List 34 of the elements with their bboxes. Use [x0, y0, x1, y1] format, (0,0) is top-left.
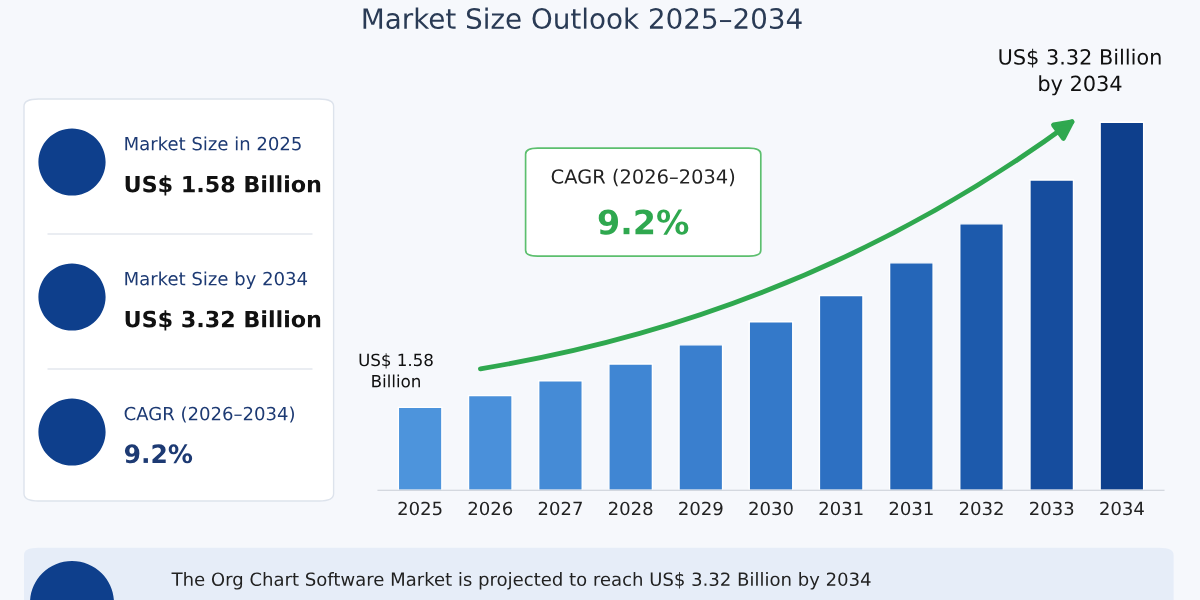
bar	[608, 363, 654, 491]
x-tick-label: 2027	[538, 501, 582, 516]
bar	[538, 380, 583, 491]
x-tick-label: 2031	[889, 501, 933, 516]
annotation: US$ 1.58 Billion	[359, 353, 433, 388]
text: Market Size in 2025	[125, 136, 301, 151]
text: US$ 1.58 Billion	[125, 175, 321, 196]
text: The Org Chart Software Market is projected to reach US$ 3.32 Billion by 2034	[171, 572, 871, 590]
x-tick-label: 2030	[749, 501, 793, 516]
bar	[467, 394, 513, 491]
text: US$ 3.32 Billion by 2034	[999, 48, 1161, 96]
text: 9.2%	[124, 444, 193, 464]
bar	[678, 344, 724, 491]
x-tick-label: 2029	[679, 501, 723, 516]
bar	[959, 223, 1004, 491]
bar	[748, 320, 794, 491]
bar	[818, 294, 864, 491]
bar	[888, 262, 934, 491]
annotation: CAGR (2026–2034)	[551, 168, 735, 187]
bar	[397, 406, 443, 491]
x-tick-label: 2031	[819, 501, 863, 516]
chart-title: Market Size Outlook 2025–2034	[363, 7, 802, 30]
x-tick-label: 2028	[608, 501, 653, 516]
text: US$ 3.32 Billion	[125, 310, 321, 331]
text: CAGR (2026–2034)	[124, 406, 294, 423]
annotation: 9.2%	[598, 209, 689, 235]
x-tick-label: 2033	[1030, 501, 1074, 516]
x-tick-label: 2032	[959, 501, 1003, 516]
x-tick-label: 2025	[398, 501, 442, 516]
text: Market Size by 2034	[125, 271, 308, 289]
bar	[1029, 179, 1075, 491]
x-tick-label: 2034	[1100, 501, 1144, 516]
x-tick-label: 2026	[468, 501, 513, 516]
bar	[1099, 121, 1145, 491]
